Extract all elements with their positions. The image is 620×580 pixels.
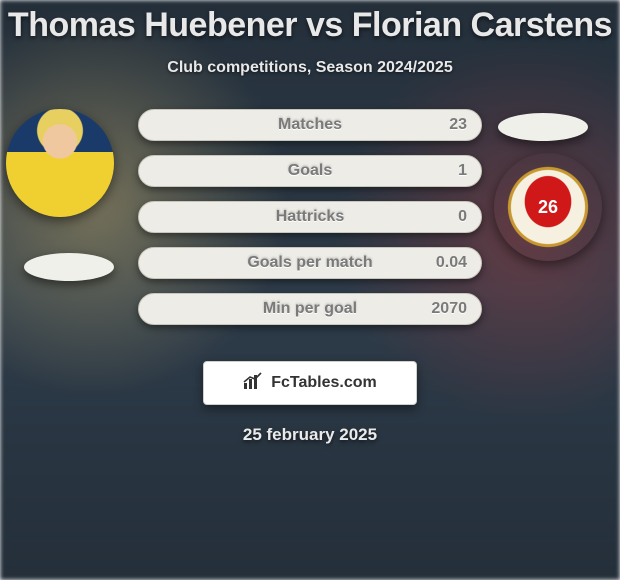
player-right	[494, 153, 602, 261]
club-badge-right-shadow	[498, 113, 588, 141]
stat-value-right: 2070	[431, 300, 467, 318]
brand-label: FcTables.com	[271, 374, 377, 392]
page-title: Thomas Huebener vs Florian Carstens	[0, 0, 620, 45]
stat-label: Min per goal	[263, 300, 357, 318]
stat-row: Goals per match 0.04	[138, 247, 482, 279]
stat-value-right: 1	[458, 162, 467, 180]
stats-area: Matches 23 Goals 1 Hattricks 0 Goals per match…	[0, 109, 620, 349]
stat-label: Goals per match	[247, 254, 372, 272]
avatar-right-image	[494, 153, 602, 261]
player-left	[6, 109, 114, 217]
stat-row: Min per goal 2070	[138, 293, 482, 325]
stat-row: Hattricks 0	[138, 201, 482, 233]
avatar-left-image	[6, 109, 114, 217]
avatar-right	[494, 153, 602, 261]
subtitle: Club competitions, Season 2024/2025	[0, 59, 620, 77]
stat-value-right: 0	[458, 208, 467, 226]
stat-row: Goals 1	[138, 155, 482, 187]
date-label: 25 february 2025	[0, 425, 620, 445]
brand-box[interactable]: FcTables.com	[203, 361, 417, 405]
stat-value-right: 0.04	[436, 254, 467, 272]
stat-rows: Matches 23 Goals 1 Hattricks 0 Goals per match…	[138, 109, 482, 339]
stat-value-right: 23	[449, 116, 467, 134]
stat-label: Goals	[288, 162, 332, 180]
avatar-left	[6, 109, 114, 217]
chart-icon	[243, 372, 265, 395]
stat-label: Hattricks	[276, 208, 344, 226]
stat-row: Matches 23	[138, 109, 482, 141]
stat-label: Matches	[278, 116, 342, 134]
club-badge-left	[24, 253, 114, 281]
content-wrapper: Thomas Huebener vs Florian Carstens Club…	[0, 0, 620, 580]
